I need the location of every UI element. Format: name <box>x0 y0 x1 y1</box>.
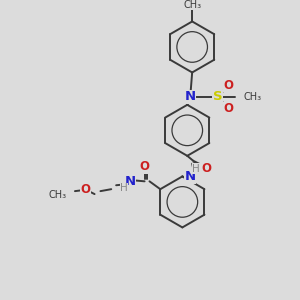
Text: S: S <box>213 91 223 103</box>
Text: N: N <box>184 170 196 183</box>
Text: O: O <box>201 162 211 175</box>
Text: O: O <box>140 160 150 173</box>
Text: CH₃: CH₃ <box>48 190 66 200</box>
Text: H: H <box>192 164 200 174</box>
Text: CH₃: CH₃ <box>243 92 261 102</box>
Text: CH₃: CH₃ <box>183 0 201 10</box>
Text: N: N <box>124 175 135 188</box>
Text: O: O <box>81 183 91 196</box>
Text: N: N <box>184 91 196 103</box>
Text: H: H <box>120 183 128 193</box>
Text: O: O <box>224 102 233 115</box>
Text: O: O <box>224 79 233 92</box>
